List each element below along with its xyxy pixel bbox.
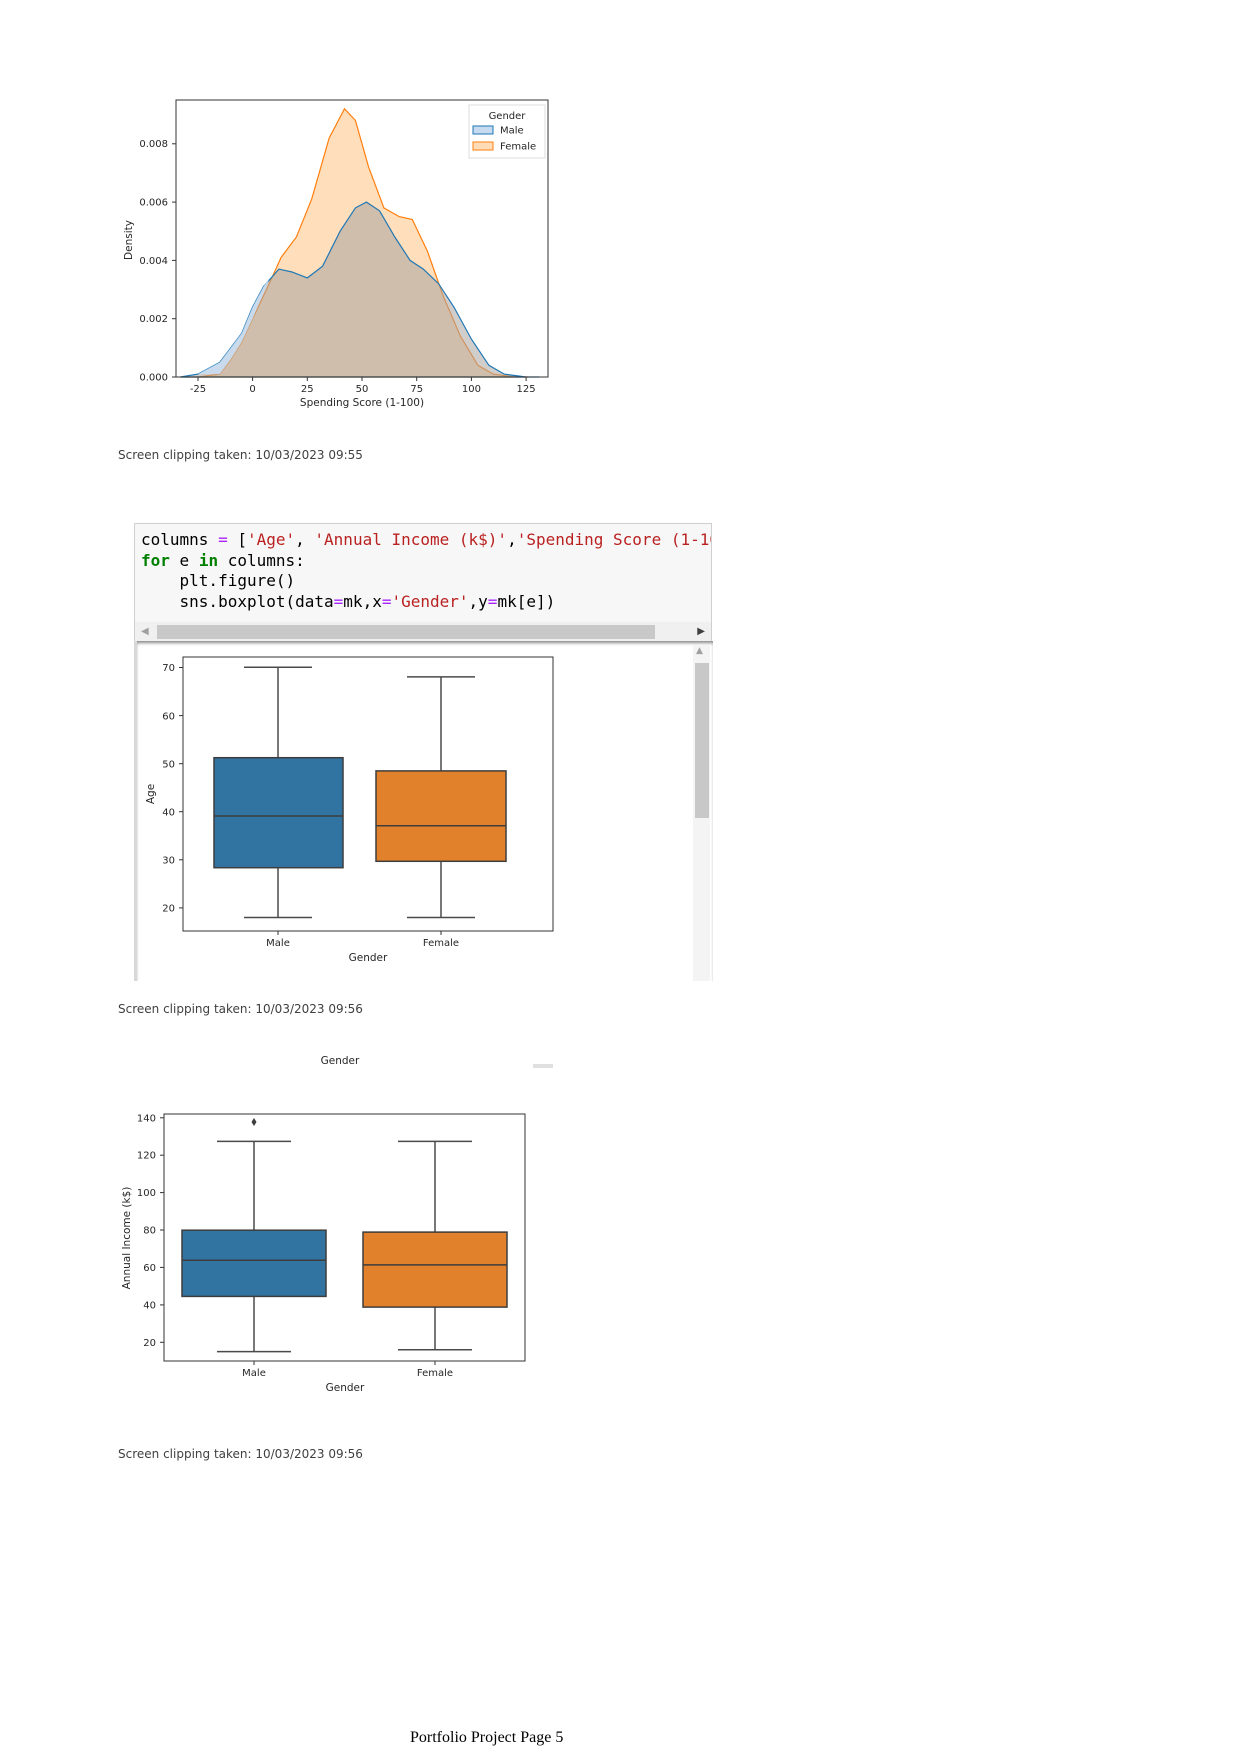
code-line-3: plt.figure() [141, 571, 296, 590]
legend-swatch-female [472, 141, 494, 151]
svg-text:75: 75 [410, 384, 423, 395]
outlier-marker [251, 1118, 257, 1126]
svg-text:Female: Female [417, 1368, 453, 1379]
svg-text:20: 20 [143, 1338, 156, 1349]
kde-x-label: Spending Score (1-100) [300, 397, 424, 409]
svg-text:100: 100 [137, 1188, 156, 1199]
svg-text:0.000: 0.000 [139, 373, 168, 384]
legend-swatch-male [472, 125, 494, 135]
age-y-label: Age [145, 784, 157, 804]
screen-clipping-caption-2: Screen clipping taken: 10/03/2023 09:56 [118, 1002, 363, 1016]
svg-text:70: 70 [162, 663, 175, 674]
svg-text:Male: Male [242, 1368, 266, 1379]
kde-x-ticks: -25 0 25 50 75 100 125 [190, 377, 536, 395]
kde-y-ticks: 0.000 0.002 0.004 0.006 0.008 [139, 139, 176, 384]
code-text[interactable]: columns = ['Age', 'Annual Income (k$)','… [141, 530, 712, 612]
svg-text:-25: -25 [190, 384, 206, 395]
svg-text:125: 125 [517, 384, 536, 395]
screen-clipping-caption-1: Screen clipping taken: 10/03/2023 09:55 [118, 448, 363, 462]
svg-text:Female: Female [423, 938, 459, 949]
code-line-1: columns = ['Age', 'Annual Income (k$)','… [141, 530, 712, 549]
scroll-left-icon[interactable]: ◀ [141, 626, 149, 637]
svg-text:60: 60 [143, 1263, 156, 1274]
age-y-ticks: 20 30 40 50 60 70 [162, 663, 183, 915]
svg-text:Male: Male [266, 938, 290, 949]
age-x-label: Gender [349, 952, 388, 964]
age-boxplot-chart: 20 30 40 50 60 70 Male Female Gender Age [145, 656, 554, 964]
clipping-artifact [533, 1064, 553, 1068]
screen-clipping-caption-3: Screen clipping taken: 10/03/2023 09:56 [118, 1447, 363, 1461]
kde-legend: Gender Male Female [468, 104, 546, 159]
code-line-4: sns.boxplot(data=mk,x='Gender',y=mk[e]) [141, 591, 556, 611]
output-vertical-scrollbar[interactable]: ▲ [693, 645, 710, 981]
code-cell[interactable]: columns = ['Age', 'Annual Income (k$)','… [134, 523, 712, 643]
scroll-up-icon[interactable]: ▲ [696, 646, 703, 656]
svg-text:0.002: 0.002 [139, 314, 168, 325]
svg-text:100: 100 [462, 384, 481, 395]
box-female-age [375, 676, 507, 919]
box-female-income [362, 1140, 508, 1351]
scroll-right-icon[interactable]: ▶ [697, 626, 705, 637]
svg-text:60: 60 [162, 712, 175, 723]
income-boxplot-chart: Gender 20 40 60 80 100 120 140 Male Fema… [121, 1055, 526, 1394]
income-y-ticks: 20 40 60 80 100 120 140 [137, 1114, 164, 1349]
svg-text:30: 30 [162, 856, 175, 867]
kde-plot-area [180, 107, 540, 378]
code-horizontal-scrollbar[interactable]: ◀ ▶ [135, 622, 711, 642]
code-line-2: for e in columns: [141, 550, 305, 570]
page-footer: Portfolio Project Page 5 [410, 1729, 564, 1746]
svg-text:0: 0 [249, 384, 255, 395]
income-chart-title: Gender [321, 1055, 360, 1067]
svg-text:0.006: 0.006 [139, 198, 168, 209]
income-x-ticks: Male Female [242, 1361, 453, 1379]
box-male-age [213, 666, 344, 919]
svg-text:40: 40 [162, 808, 175, 819]
horizontal-scroll-thumb[interactable] [157, 625, 655, 639]
svg-text:20: 20 [162, 904, 175, 915]
svg-text:25: 25 [301, 384, 314, 395]
income-y-label: Annual Income (k$) [121, 1187, 133, 1290]
legend-label-male: Male [500, 126, 524, 137]
kde-y-label: Density [123, 220, 135, 260]
svg-text:0.004: 0.004 [139, 256, 168, 267]
svg-text:0.008: 0.008 [139, 139, 168, 150]
svg-text:140: 140 [137, 1114, 156, 1125]
age-x-ticks: Male Female [266, 931, 459, 949]
svg-text:40: 40 [143, 1301, 156, 1312]
svg-text:120: 120 [137, 1151, 156, 1162]
svg-text:50: 50 [356, 384, 369, 395]
legend-label-female: Female [500, 142, 536, 153]
svg-text:80: 80 [143, 1226, 156, 1237]
box-male-income [181, 1118, 327, 1353]
svg-text:50: 50 [162, 760, 175, 771]
kde-chart: 0.000 0.002 0.004 0.006 0.008 -25 0 25 5… [123, 99, 549, 409]
legend-title: Gender [489, 111, 527, 122]
vertical-scroll-thumb[interactable] [695, 663, 709, 818]
income-x-label: Gender [326, 1382, 365, 1394]
